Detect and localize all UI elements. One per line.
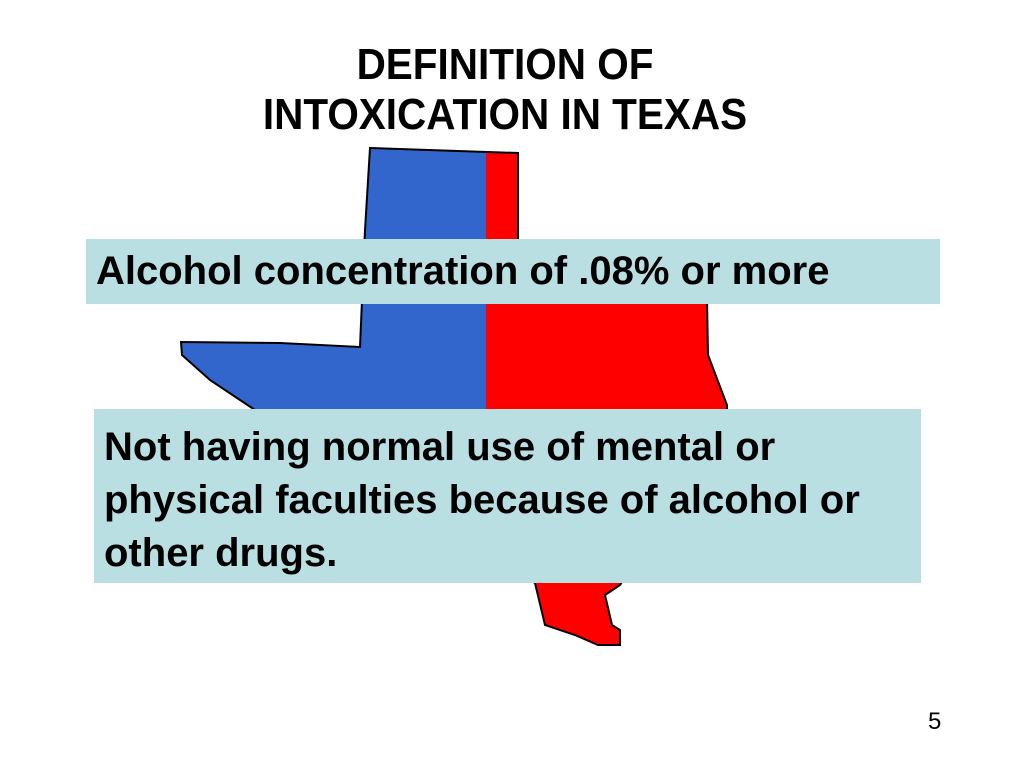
slide-title: DEFINITION OF INTOXICATION IN TEXAS (40, 40, 969, 140)
title-line-2: INTOXICATION IN TEXAS (262, 90, 748, 139)
definition-box-faculties: Not having normal use of mental or physi… (94, 409, 921, 583)
texas-outline (179, 146, 728, 646)
page-number: 5 (928, 708, 942, 735)
title-line-1: DEFINITION OF (356, 40, 654, 89)
definition-box-bac: Alcohol concentration of .08% or more (86, 239, 940, 304)
